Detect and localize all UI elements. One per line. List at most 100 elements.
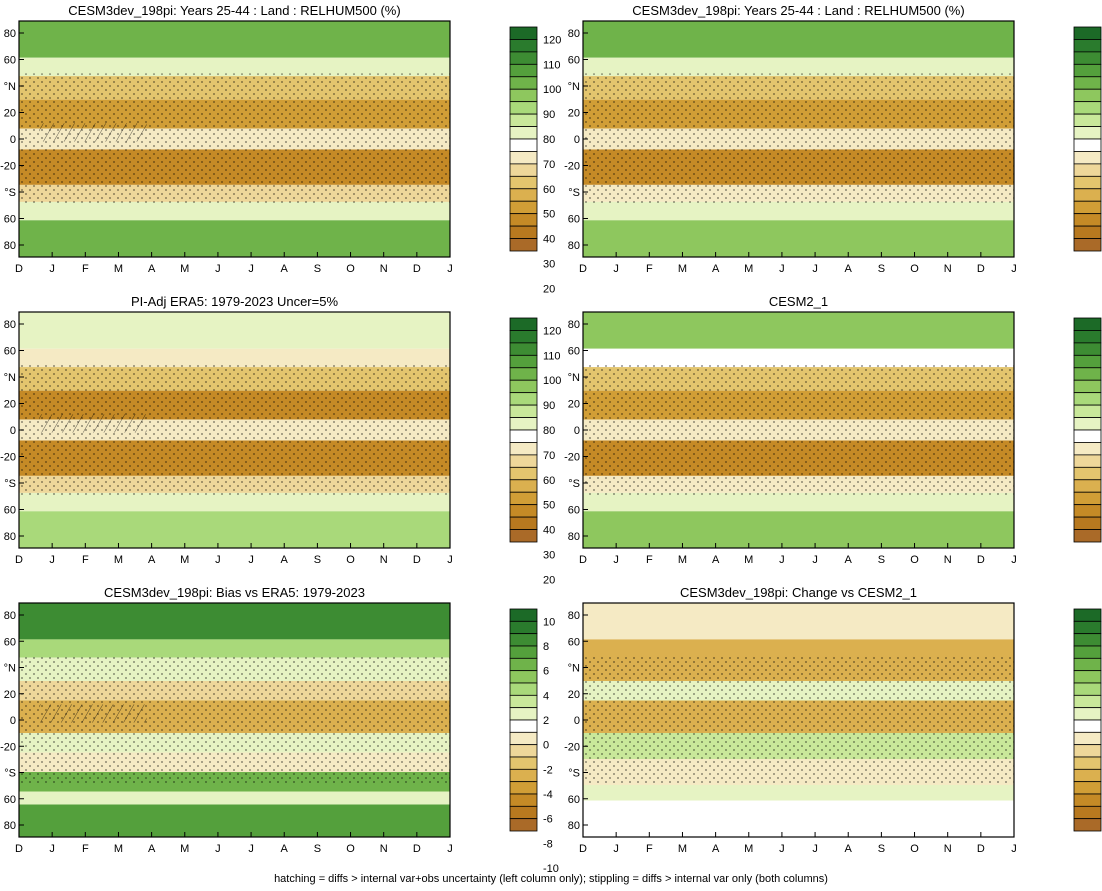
y-tick-label: °N	[4, 81, 16, 93]
x-tick-label: J	[779, 554, 785, 566]
colorbar-box	[509, 330, 538, 344]
heatmap-band	[19, 603, 450, 640]
y-tick-label: 80	[4, 28, 16, 40]
x-tick-label: M	[114, 554, 123, 566]
colorbar-box	[1073, 442, 1102, 456]
x-tick-label: O	[346, 843, 355, 855]
colorbar-box	[1073, 682, 1102, 696]
colorbar-box	[1073, 707, 1102, 721]
y-tick-label: 80	[568, 610, 580, 622]
x-tick-label: J	[248, 554, 254, 566]
colorbar-label: 30	[543, 549, 555, 561]
y-tick-label: -20	[0, 741, 16, 753]
colorbar-box	[509, 429, 538, 443]
heatmap-band	[583, 201, 1014, 221]
colorbar-box	[509, 504, 538, 518]
x-tick-label: M	[744, 843, 753, 855]
stippling-overlay	[583, 364, 1014, 496]
colorbar-box	[1073, 731, 1102, 746]
colorbar-box	[1073, 330, 1102, 344]
colorbar-label: 100	[543, 84, 561, 96]
heatmap-band	[19, 57, 450, 77]
colorbar-box	[509, 491, 538, 506]
colorbar-box	[1073, 379, 1102, 394]
x-tick-label: J	[447, 554, 453, 566]
colorbar-label: 40	[543, 525, 555, 537]
x-tick-label: N	[380, 843, 388, 855]
heatmap-band	[19, 21, 450, 58]
colorbar-box	[1073, 126, 1102, 140]
x-tick-label: S	[878, 843, 885, 855]
colorbar-label: 0	[543, 740, 549, 752]
colorbar-box	[1073, 466, 1102, 481]
x-tick-label: J	[248, 263, 254, 275]
x-tick-label: N	[380, 554, 388, 566]
x-tick-label: J	[215, 554, 221, 566]
x-tick-label: A	[148, 263, 156, 275]
colorbar-box	[1073, 516, 1102, 530]
x-tick-label: A	[712, 263, 720, 275]
colorbar-box	[1073, 26, 1102, 40]
y-tick-label: 60	[4, 794, 16, 806]
colorbar-box	[509, 620, 538, 635]
colorbar-box	[509, 163, 538, 177]
x-tick-label: J	[215, 263, 221, 275]
x-tick-label: D	[413, 843, 421, 855]
y-tick-label: °N	[568, 372, 580, 384]
hatching-overlay	[39, 123, 147, 142]
heatmap-band	[583, 800, 1014, 837]
colorbar-box	[509, 633, 538, 647]
colorbar-box	[509, 731, 538, 746]
panel-title: CESM3dev_198pi: Years 25-44 : Land : REL…	[68, 3, 400, 18]
x-tick-label: M	[114, 263, 123, 275]
x-tick-label: O	[910, 554, 919, 566]
chart-panel-5: CESM3dev_198pi: Bias vs ERA5: 1979-2023 D…	[0, 585, 559, 875]
x-tick-label: F	[82, 263, 89, 275]
colorbar-box	[1073, 188, 1102, 202]
colorbar-box	[509, 454, 538, 468]
y-tick-label: °S	[568, 187, 580, 199]
colorbar-box	[509, 317, 538, 331]
colorbar-box	[509, 392, 538, 406]
x-tick-label: J	[1011, 843, 1017, 855]
x-tick-label: A	[712, 843, 720, 855]
x-tick-label: A	[845, 263, 853, 275]
colorbar-label: 50	[543, 500, 555, 512]
colorbar-box	[509, 417, 538, 431]
heatmap-band	[19, 201, 450, 221]
panel-title: CESM2_1	[769, 294, 828, 309]
colorbar-box	[509, 529, 538, 543]
y-tick-label: °S	[4, 768, 16, 780]
colorbar-box	[1073, 529, 1102, 543]
x-tick-label: D	[977, 554, 985, 566]
colorbar-label: 110	[543, 350, 561, 362]
x-tick-label: N	[944, 554, 952, 566]
x-tick-label: D	[579, 554, 587, 566]
x-tick-label: J	[49, 843, 55, 855]
colorbar-box	[509, 768, 538, 783]
x-tick-label: J	[49, 263, 55, 275]
x-tick-label: F	[82, 843, 89, 855]
colorbar-box	[509, 466, 538, 481]
x-tick-label: D	[977, 843, 985, 855]
colorbar-label: 60	[543, 475, 555, 487]
x-tick-label: M	[180, 263, 189, 275]
y-tick-label: 60	[4, 346, 16, 358]
y-tick-label: 80	[568, 319, 580, 331]
colorbar-label: 6	[543, 666, 549, 678]
x-tick-label: J	[779, 263, 785, 275]
heatmap-band	[583, 348, 1014, 368]
colorbar-label: -6	[543, 814, 553, 826]
colorbar-box	[509, 516, 538, 530]
colorbar-box	[1073, 645, 1102, 659]
x-tick-label: O	[910, 843, 919, 855]
stippling-overlay	[583, 655, 1014, 785]
x-tick-label: D	[15, 554, 23, 566]
x-tick-label: J	[812, 554, 818, 566]
x-tick-label: J	[1011, 263, 1017, 275]
heatmap-band	[19, 492, 450, 512]
colorbar-label: 50	[543, 209, 555, 221]
x-tick-label: D	[15, 843, 23, 855]
colorbar-box	[1073, 491, 1102, 506]
y-tick-label: °S	[4, 187, 16, 199]
